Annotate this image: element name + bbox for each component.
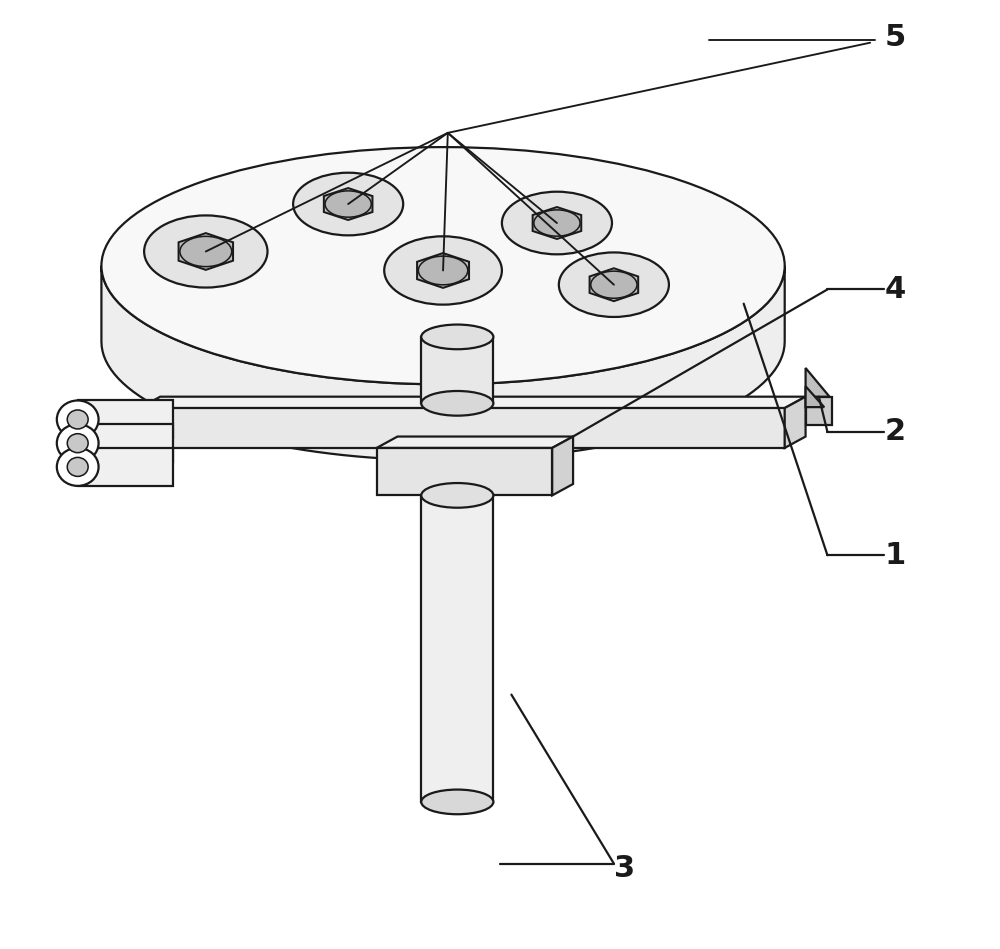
Ellipse shape	[180, 236, 232, 267]
Polygon shape	[806, 368, 829, 397]
Ellipse shape	[421, 325, 493, 349]
Polygon shape	[806, 397, 832, 425]
Polygon shape	[101, 266, 785, 460]
Ellipse shape	[418, 256, 468, 285]
Ellipse shape	[325, 191, 371, 217]
Polygon shape	[806, 386, 824, 407]
Polygon shape	[139, 397, 806, 408]
Ellipse shape	[421, 391, 493, 416]
Polygon shape	[78, 400, 173, 438]
Ellipse shape	[502, 192, 612, 254]
Text: 5: 5	[884, 24, 906, 52]
Ellipse shape	[421, 790, 493, 814]
Polygon shape	[179, 233, 233, 270]
Polygon shape	[139, 408, 785, 448]
Polygon shape	[324, 188, 372, 220]
Ellipse shape	[534, 210, 580, 236]
Ellipse shape	[101, 147, 785, 384]
Polygon shape	[421, 495, 493, 802]
Polygon shape	[78, 448, 173, 486]
Ellipse shape	[293, 173, 403, 235]
Polygon shape	[417, 253, 469, 288]
Polygon shape	[785, 397, 806, 448]
Ellipse shape	[591, 271, 637, 298]
Ellipse shape	[144, 215, 267, 288]
Text: 1: 1	[884, 541, 906, 569]
Text: 4: 4	[884, 275, 906, 304]
Text: 2: 2	[884, 418, 905, 446]
Polygon shape	[552, 437, 573, 495]
Ellipse shape	[421, 483, 493, 508]
Ellipse shape	[384, 236, 502, 305]
Polygon shape	[377, 448, 552, 495]
Polygon shape	[421, 337, 493, 403]
Text: 3: 3	[614, 854, 635, 883]
Ellipse shape	[559, 252, 669, 317]
Ellipse shape	[57, 400, 99, 438]
Ellipse shape	[57, 424, 99, 462]
Polygon shape	[533, 207, 581, 239]
Polygon shape	[78, 424, 173, 462]
Ellipse shape	[67, 410, 88, 429]
Polygon shape	[590, 269, 638, 301]
Ellipse shape	[67, 434, 88, 453]
Polygon shape	[377, 437, 573, 448]
Ellipse shape	[67, 457, 88, 476]
Ellipse shape	[57, 448, 99, 486]
